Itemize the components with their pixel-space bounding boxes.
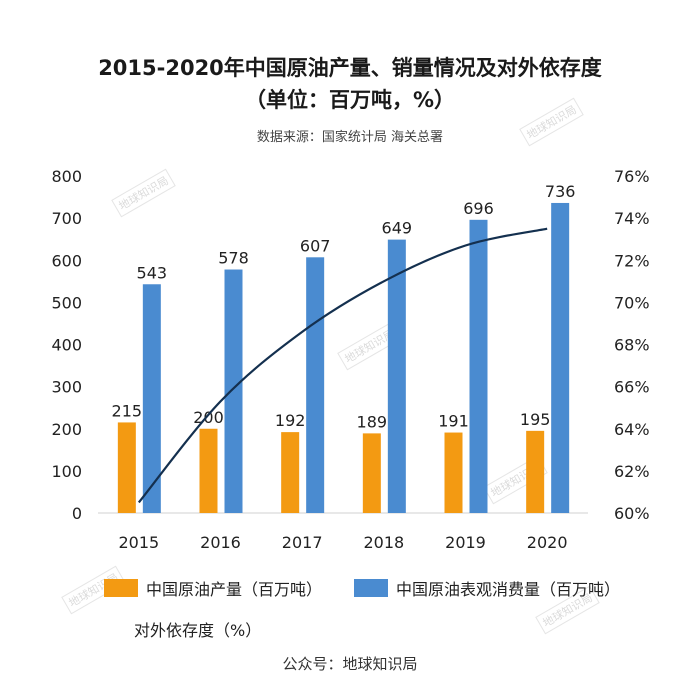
x-tick-label: 2018 xyxy=(363,533,404,552)
legend-item-dependence: 对外依存度（%） xyxy=(134,617,261,641)
bar-consumption xyxy=(142,284,161,513)
footer-credit: 公众号：地球知识局 xyxy=(282,655,418,673)
y-right-tick-label: 64% xyxy=(614,420,650,439)
data-label-consumption: 578 xyxy=(218,249,249,268)
x-tick-label: 2015 xyxy=(118,533,159,552)
bar-consumption xyxy=(551,202,570,513)
y-right-tick-label: 60% xyxy=(614,504,650,523)
y-right-tick-label: 72% xyxy=(614,251,650,270)
y-left-tick-label: 800 xyxy=(51,167,82,186)
data-source: 数据来源：国家统计局 海关总署 xyxy=(256,130,444,145)
y-left-tick-label: 300 xyxy=(51,378,82,397)
legend-swatch-consumption xyxy=(354,579,388,597)
x-tick-label: 2017 xyxy=(282,533,323,552)
y-left-tick-label: 400 xyxy=(51,336,82,355)
y-right-tick-label: 74% xyxy=(614,209,650,228)
x-tick-label: 2016 xyxy=(200,533,241,552)
bar-consumption xyxy=(469,219,488,513)
chart-subtitle: （单位：百万吨，%） xyxy=(244,88,456,112)
bar-consumption xyxy=(224,269,243,513)
bar-consumption xyxy=(387,239,406,513)
data-label-consumption: 649 xyxy=(382,219,413,238)
y-left-tick-label: 0 xyxy=(72,504,82,523)
legend-label-dependence: 对外依存度（%） xyxy=(134,621,262,640)
data-label-consumption: 607 xyxy=(300,236,331,255)
line-dependence xyxy=(137,227,548,504)
legend-label-production: 中国原油产量（百万吨） xyxy=(146,580,323,599)
bar-production xyxy=(444,432,463,513)
y-right-tick-label: 76% xyxy=(614,167,650,186)
bar-consumption xyxy=(306,257,325,513)
y-right-tick-label: 62% xyxy=(614,462,650,481)
data-label-production: 191 xyxy=(438,412,469,431)
y-left-tick-label: 500 xyxy=(51,293,82,312)
data-label-production: 192 xyxy=(275,411,306,430)
legend-swatch-production xyxy=(104,579,138,597)
bar-production xyxy=(526,430,545,513)
y-right-tick-label: 68% xyxy=(614,336,650,355)
legend-item-consumption: 中国原油表观消费量（百万吨） xyxy=(354,576,620,600)
y-right-tick-label: 66% xyxy=(614,378,650,397)
bar-production xyxy=(199,428,218,513)
data-label-production: 195 xyxy=(520,410,551,429)
chart-title: 2015-2020年中国原油产量、销量情况及对外依存度 xyxy=(98,56,602,80)
data-label-production: 200 xyxy=(193,408,224,427)
legend-label-consumption: 中国原油表观消费量（百万吨） xyxy=(396,580,621,599)
data-label-production: 189 xyxy=(357,412,388,431)
bar-production xyxy=(117,422,136,513)
y-left-tick-label: 700 xyxy=(51,209,82,228)
y-left-tick-label: 200 xyxy=(51,420,82,439)
y-right-tick-label: 70% xyxy=(614,293,650,312)
y-left-tick-label: 100 xyxy=(51,462,82,481)
data-label-consumption: 696 xyxy=(463,199,494,218)
data-label-consumption: 543 xyxy=(137,263,168,282)
y-left-tick-label: 600 xyxy=(51,251,82,270)
bar-production xyxy=(281,432,300,513)
data-label-production: 215 xyxy=(112,401,143,420)
x-tick-label: 2020 xyxy=(527,533,568,552)
legend-item-production: 中国原油产量（百万吨） xyxy=(104,576,322,600)
x-tick-label: 2019 xyxy=(445,533,486,552)
data-label-consumption: 736 xyxy=(545,182,576,201)
bar-production xyxy=(362,433,381,513)
